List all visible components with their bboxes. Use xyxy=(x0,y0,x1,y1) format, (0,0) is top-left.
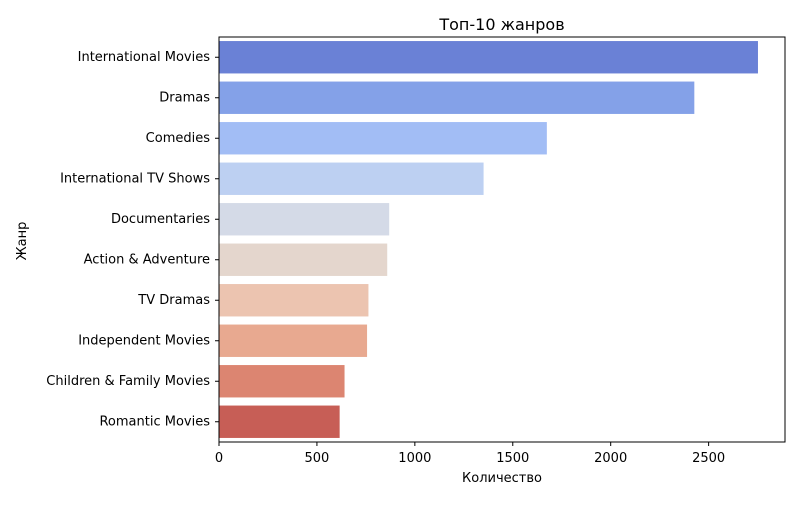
chart-title: Топ-10 жанров xyxy=(438,15,564,34)
x-tick-label: 1500 xyxy=(496,451,529,466)
plot-frame xyxy=(218,36,786,443)
bar xyxy=(219,284,369,317)
x-tick-label: 2000 xyxy=(594,451,627,466)
x-tick-label: 0 xyxy=(215,451,223,466)
y-tick-label: Comedies xyxy=(146,131,211,146)
bar xyxy=(219,243,388,276)
bar xyxy=(219,365,345,398)
y-tick-label: Romantic Movies xyxy=(99,414,210,429)
y-tick-label: Children & Family Movies xyxy=(46,374,210,389)
y-tick-label: Dramas xyxy=(159,90,210,105)
bar xyxy=(219,162,484,195)
y-tick-label: TV Dramas xyxy=(137,293,210,308)
x-tick-label: 1000 xyxy=(398,451,431,466)
y-tick-label: International Movies xyxy=(78,50,211,65)
y-tick-label: International TV Shows xyxy=(60,171,210,186)
y-axis-label: Жанр xyxy=(15,222,30,261)
x-tick-label: 2500 xyxy=(692,451,725,466)
x-tick-label: 500 xyxy=(305,451,330,466)
bars-group xyxy=(219,41,758,438)
y-ticks-group: International Movies Dramas Comedies Intern… xyxy=(46,50,219,429)
x-axis-label: Количество xyxy=(462,471,542,486)
y-tick-label: Independent Movies xyxy=(78,333,210,348)
bar xyxy=(219,405,340,438)
bar xyxy=(219,122,547,155)
bar xyxy=(219,324,368,357)
bar xyxy=(219,81,695,114)
y-tick-label: Action & Adventure xyxy=(84,252,210,267)
x-ticks-group: 0 500 1000 1500 2000 2500 xyxy=(215,442,725,466)
y-tick-label: Documentaries xyxy=(111,212,210,227)
bar xyxy=(219,203,390,236)
bar xyxy=(219,41,758,74)
